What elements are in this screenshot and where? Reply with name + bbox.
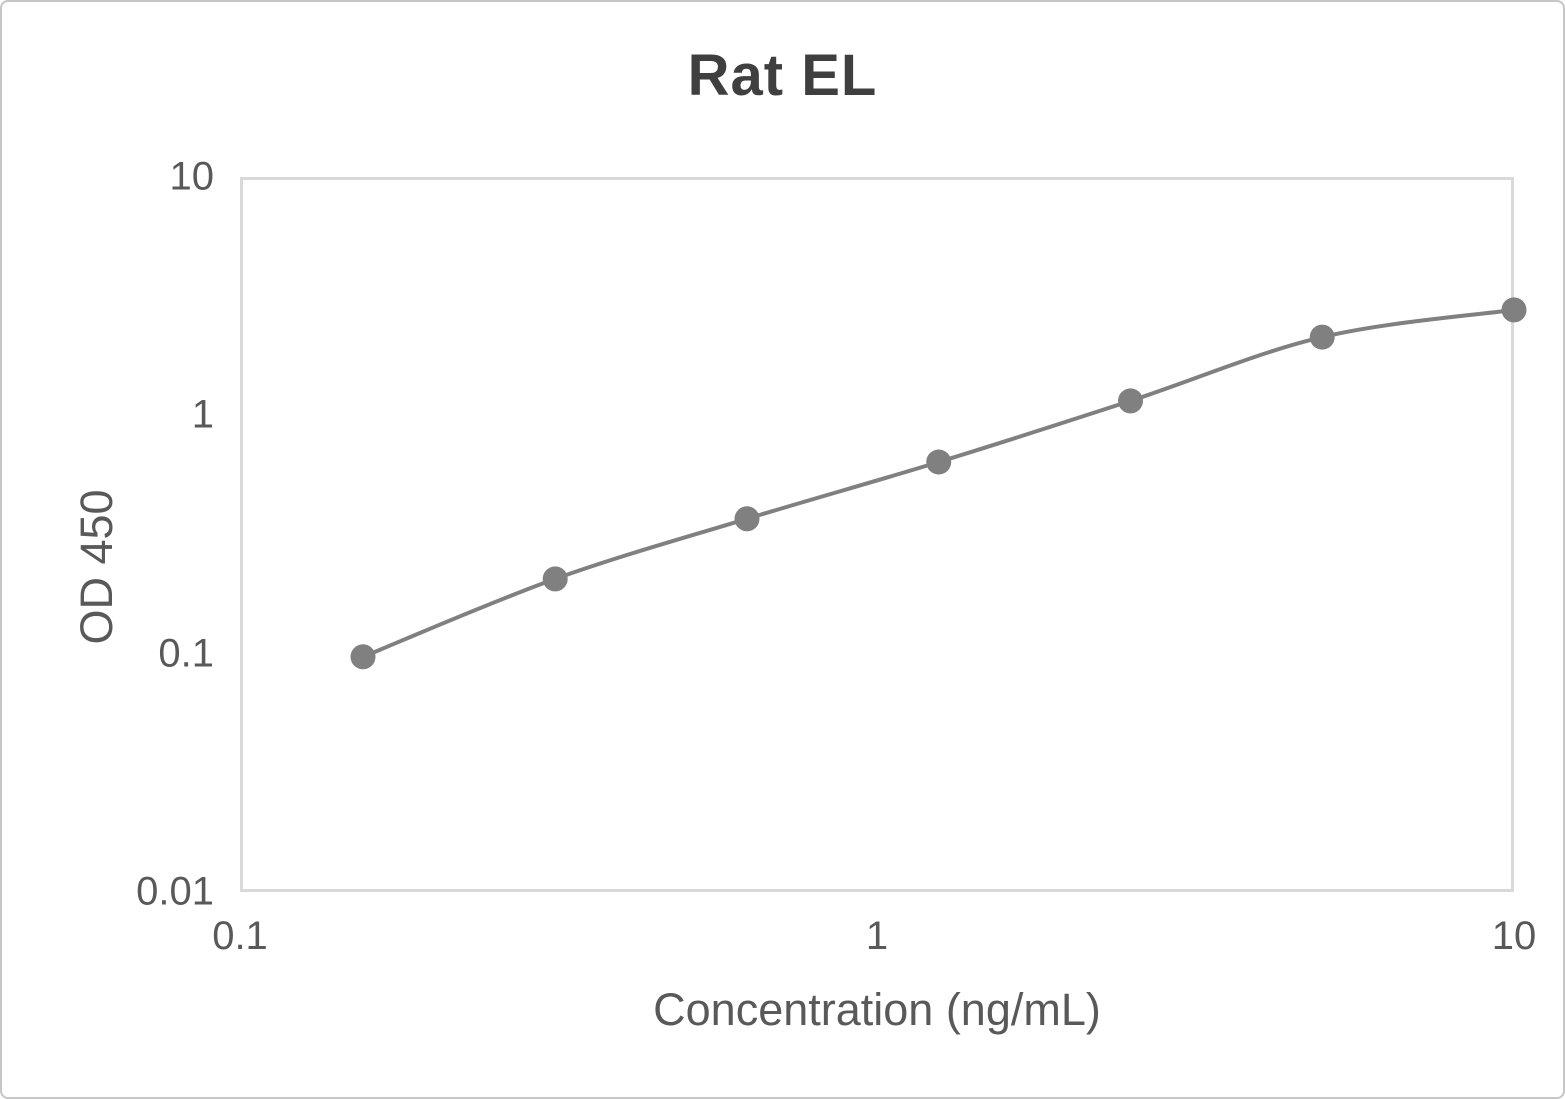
chart-title: Rat EL [687, 43, 878, 108]
data-point-marker [1501, 297, 1527, 323]
data-point-marker [1309, 324, 1335, 350]
data-point-marker [542, 566, 568, 592]
data-point-marker [926, 449, 952, 475]
x-axis-label: Concentration (ng/mL) [653, 984, 1101, 1035]
x-tick-label: 0.1 [212, 914, 268, 958]
y-tick-label: 0.1 [158, 631, 214, 676]
data-point-marker [734, 506, 760, 532]
y-tick-label: 10 [169, 154, 215, 199]
data-point-marker [350, 644, 376, 670]
series-line [361, 307, 1516, 659]
standard-curve-plot [350, 297, 1527, 670]
x-tick-label: 1 [865, 914, 889, 958]
y-tick-label: 0.01 [136, 869, 214, 914]
y-axis-label: OD 450 [71, 489, 122, 645]
x-tick-label: 10 [1491, 914, 1537, 958]
data-point-marker [1118, 388, 1143, 414]
plot-area [240, 177, 1514, 892]
y-tick-label: 1 [191, 392, 214, 437]
